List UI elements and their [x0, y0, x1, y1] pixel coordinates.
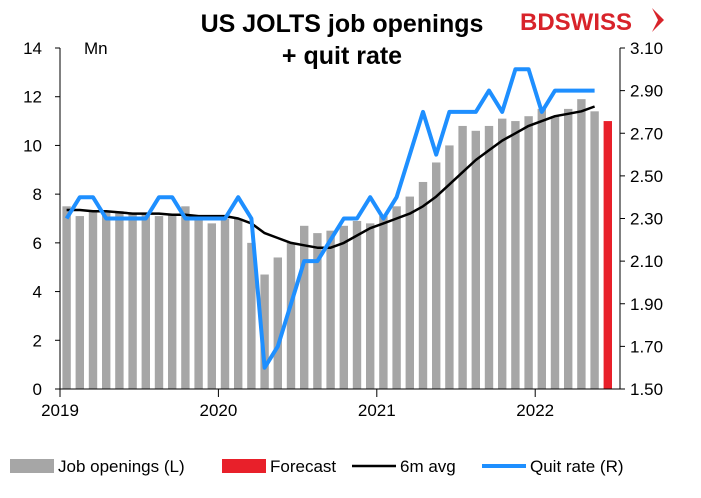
job-openings-bar	[194, 218, 203, 389]
left-tick-label: 8	[33, 185, 42, 204]
legend-job-openings-swatch	[10, 459, 54, 473]
job-openings-bar	[458, 125, 467, 389]
left-axis-unit: Mn	[84, 39, 108, 58]
plot-area: 0 2 4 6 8 10 12 14 1.50 1.70 1.90 2.10 2.30 2.50 2.70 2…	[23, 39, 663, 420]
job-openings-bar	[405, 196, 414, 389]
left-tick-label: 12	[23, 88, 42, 107]
job-openings-bar	[379, 216, 388, 389]
right-tick-label: 3.10	[630, 39, 663, 58]
job-openings-bar	[537, 108, 546, 390]
job-openings-bar	[550, 116, 560, 389]
legend-forecast-swatch	[222, 459, 266, 473]
legend-job-openings-label: Job openings (L)	[58, 457, 185, 476]
job-openings-bar	[366, 223, 375, 389]
brand-logo: BDSWISS	[520, 8, 664, 36]
left-tick-label: 10	[23, 136, 42, 155]
right-tick-label: 2.50	[630, 167, 663, 186]
left-tick-label: 0	[33, 380, 42, 399]
job-openings-bar	[247, 242, 256, 389]
job-openings-bar	[590, 111, 599, 389]
job-openings-bar	[577, 99, 586, 390]
job-openings-bar	[300, 225, 309, 389]
job-openings-bar	[418, 181, 428, 389]
job-openings-bar	[207, 223, 216, 389]
right-tick-label: 2.30	[630, 210, 663, 229]
right-tick-label: 1.70	[630, 337, 663, 356]
x-tick-label: 2020	[199, 401, 237, 420]
legend-forecast-label: Forecast	[270, 457, 336, 476]
job-openings-bar	[88, 211, 98, 389]
job-openings-bar	[445, 145, 454, 389]
chart-title-line-1: US JOLTS job openings	[201, 10, 484, 38]
x-tick-label: 2021	[358, 401, 396, 420]
forecast-bar	[603, 121, 612, 390]
right-tick-label: 1.90	[630, 295, 663, 314]
job-openings-bar	[154, 216, 164, 389]
job-openings-bar	[141, 213, 150, 389]
job-openings-bar	[339, 225, 348, 389]
x-tick-label: 2019	[41, 401, 79, 420]
six-month-average-line	[66, 105, 596, 249]
logo-swoosh-icon	[652, 8, 664, 32]
quit-rate-line	[64, 67, 595, 370]
job-openings-bar	[128, 213, 137, 389]
right-tick-label: 1.50	[630, 380, 663, 399]
job-openings-bar	[168, 213, 177, 389]
job-openings-bar	[286, 242, 296, 389]
legend-quit-rate-label: Quit rate (R)	[530, 457, 624, 476]
x-tick-label: 2022	[516, 401, 554, 420]
job-openings-bar	[220, 218, 230, 389]
right-tick-label: 2.90	[630, 82, 663, 101]
job-openings-bar	[234, 218, 243, 389]
left-tick-label: 6	[33, 234, 42, 253]
job-openings-bar	[471, 130, 480, 390]
job-openings-bar	[524, 116, 533, 389]
job-openings-bar	[484, 125, 494, 389]
left-tick-label: 14	[23, 39, 42, 58]
job-openings-bar	[498, 118, 507, 389]
job-openings-bar	[273, 257, 282, 389]
chart-title-line-2: + quit rate	[282, 42, 402, 70]
right-tick-label: 2.70	[630, 124, 663, 143]
job-openings-bar	[313, 233, 322, 389]
job-openings-bar	[392, 206, 401, 389]
logo-text: BDSWISS	[520, 9, 632, 36]
legend: Job openings (L) Forecast 6m avg Quit rate …	[10, 457, 624, 476]
job-openings-bar	[181, 206, 190, 389]
job-openings-bar	[75, 216, 84, 389]
job-openings-bar	[432, 162, 441, 389]
right-tick-label: 2.10	[630, 252, 663, 271]
job-openings-bar	[511, 121, 520, 390]
job-openings-bar	[102, 211, 111, 389]
job-openings-bar	[62, 206, 71, 389]
job-openings-bar	[115, 211, 124, 389]
job-openings-bar	[564, 108, 573, 390]
legend-six-month-average-label: 6m avg	[400, 457, 456, 476]
left-tick-label: 4	[33, 283, 42, 302]
job-openings-bar	[352, 220, 362, 389]
left-tick-label: 2	[33, 331, 42, 350]
job-openings-bar	[260, 274, 269, 389]
job-openings-bar	[326, 230, 335, 389]
